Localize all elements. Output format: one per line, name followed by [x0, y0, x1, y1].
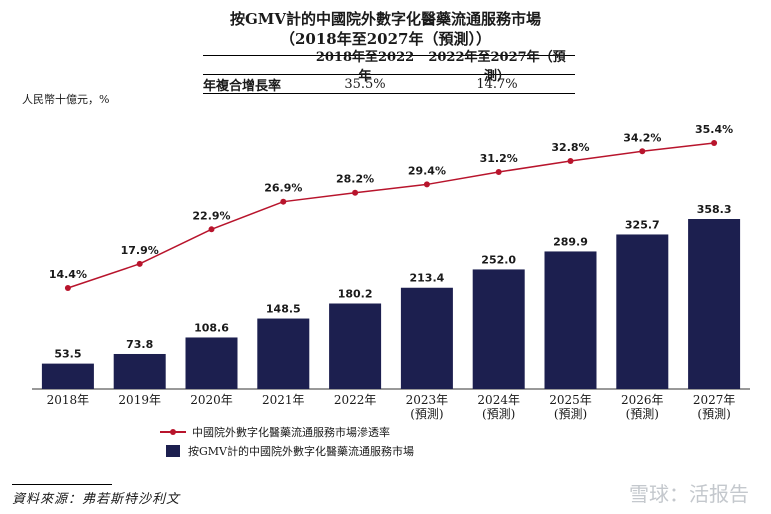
- cagr-value-2: 14.7%: [476, 76, 518, 92]
- x-tick-label-1: 2019年: [118, 393, 161, 407]
- x-tick-label-3: 2021年: [262, 393, 305, 407]
- line-point-5: [423, 181, 430, 188]
- bar-label-9: 358.3: [697, 203, 732, 216]
- line-point-0: [64, 285, 71, 291]
- bar-label-1: 73.8: [126, 338, 153, 351]
- bar-8: [616, 234, 669, 389]
- x-tick-label-8-b: (預測): [626, 407, 659, 421]
- line-point-6: [495, 169, 502, 175]
- legend-item-gmv: 按GMV計的中國院外數字化醫藥流通服務市場: [160, 443, 414, 459]
- chart-title: 按GMV計的中國院外數字化醫藥流通服務市場: [229, 10, 542, 28]
- bar-6: [472, 269, 525, 389]
- chart-subtitle: （2018年至2027年（預測））: [280, 30, 491, 48]
- cagr-data-row: 年複合增長率 35.5% 14.7%: [203, 75, 575, 94]
- x-tick-label-9-b: (預測): [697, 407, 730, 421]
- bar-4: [329, 303, 382, 389]
- legend-label-gmv: 按GMV計的中國院外數字化醫藥流通服務市場: [188, 445, 414, 458]
- line-label-5: 29.4%: [408, 164, 446, 177]
- bar-label-2: 108.6: [194, 321, 229, 334]
- legend-label-penetration: 中國院外數字化醫藥流通服務市場滲透率: [192, 426, 390, 439]
- bar-label-3: 148.5: [266, 303, 301, 316]
- line-point-3: [280, 198, 287, 205]
- line-label-9: 35.4%: [695, 123, 733, 136]
- line-label-7: 32.8%: [551, 141, 589, 154]
- watermark: 雪球：活报告: [629, 482, 749, 506]
- unit-label: 人民幣十億元，%: [22, 93, 110, 106]
- legend-item-penetration: 中國院外數字化醫藥流通服務市場滲透率: [160, 424, 390, 440]
- cagr-row-label: 年複合增長率: [203, 78, 282, 94]
- x-tick-label-0: 2018年: [47, 393, 90, 407]
- x-tick-label-6: 2024年: [477, 393, 520, 407]
- bar-5: [400, 287, 453, 389]
- bar-7: [544, 251, 597, 389]
- x-tick-label-9: 2027年: [693, 393, 736, 407]
- bar-9: [688, 219, 741, 389]
- x-tick-label-8: 2026年: [621, 393, 664, 407]
- line-label-8: 34.2%: [623, 131, 661, 144]
- bar-label-7: 289.9: [553, 235, 588, 248]
- legend-line-swatch: [160, 429, 186, 435]
- line-point-4: [352, 189, 359, 196]
- bar-label-8: 325.7: [625, 218, 660, 231]
- cagr-header-period-2: 2022年至2027年（預測）: [428, 50, 566, 84]
- x-tick-label-6-b: (預測): [482, 407, 515, 421]
- x-tick-label-2: 2020年: [190, 393, 233, 407]
- line-label-4: 28.2%: [336, 173, 374, 186]
- x-tick-label-5-b: (預測): [410, 407, 443, 421]
- bar-1: [113, 353, 166, 389]
- x-tick-label-5: 2023年: [406, 393, 449, 407]
- penetration-line: [67, 142, 715, 289]
- bar-label-0: 53.5: [54, 348, 81, 361]
- cagr-table: 2018年至2022年 2022年至2027年（預測） 年複合增長率 35.5%…: [203, 50, 575, 94]
- bar-2: [185, 337, 238, 389]
- line-label-1: 17.9%: [121, 244, 159, 257]
- line-point-8: [639, 148, 646, 155]
- line-label-0: 14.4%: [49, 268, 87, 281]
- bar-label-4: 180.2: [338, 288, 373, 301]
- line-label-6: 31.2%: [480, 152, 518, 165]
- bar-label-5: 213.4: [410, 272, 445, 285]
- line-label-3: 26.9%: [264, 182, 302, 195]
- source-note: 資料來源：弗若斯特沙利文: [12, 492, 181, 507]
- bar-0: [41, 363, 94, 389]
- line-label-2: 22.9%: [192, 209, 230, 222]
- cagr-header-period-1: 2018年至2022年: [315, 50, 415, 84]
- cagr-header-row: 2018年至2022年 2022年至2027年（預測）: [203, 50, 575, 84]
- source-rule: [12, 484, 112, 485]
- bar-label-6: 252.0: [481, 253, 516, 266]
- x-tick-label-7-b: (預測): [554, 407, 587, 421]
- bar-3: [257, 318, 310, 389]
- line-point-1: [136, 260, 143, 267]
- x-tick-label-7: 2025年: [549, 393, 592, 407]
- x-tick-label-4: 2022年: [334, 393, 377, 407]
- line-point-9: [711, 140, 718, 146]
- legend-bar-swatch: [166, 445, 180, 457]
- cagr-value-1: 35.5%: [344, 76, 386, 92]
- line-point-7: [567, 157, 574, 164]
- line-point-2: [208, 226, 215, 233]
